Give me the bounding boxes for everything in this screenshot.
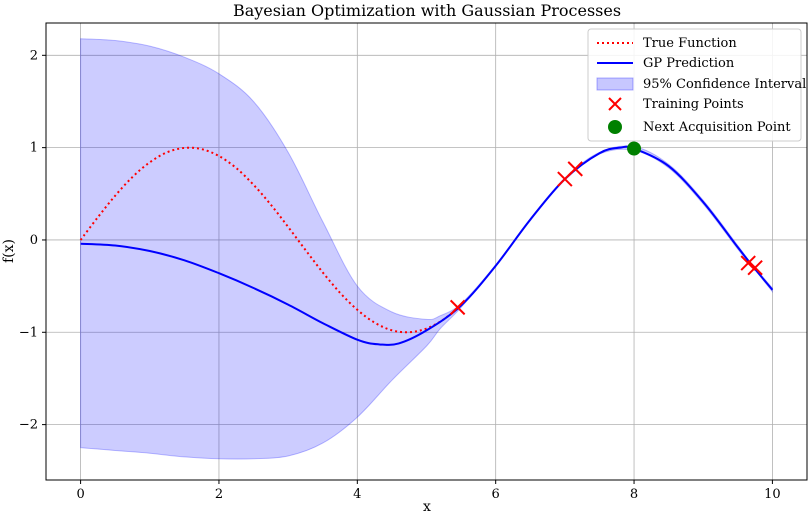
y-tick-label: 2: [30, 48, 38, 63]
x-tick-label: 2: [215, 487, 223, 502]
legend-true-function-label: True Function: [643, 36, 737, 51]
confidence-band: [80, 38, 773, 460]
x-tick-label: 6: [492, 487, 500, 502]
legend-gp-prediction-label: GP Prediction: [643, 56, 735, 71]
next-acquisition-point: [627, 141, 642, 156]
confidence-band-layer: [80, 38, 773, 460]
x-axis-label: x: [423, 499, 431, 515]
x-tick-label: 8: [630, 487, 638, 502]
x-tick-label: 4: [353, 487, 361, 502]
y-axis-label: f(x): [1, 239, 17, 263]
plot-area: [45, 22, 808, 481]
training-point: [567, 161, 583, 177]
legend-confidence-interval-label: 95% Confidence Interval: [643, 77, 806, 92]
legend-confidence-interval-swatch: [596, 77, 634, 91]
y-tick-label: 1: [30, 141, 38, 156]
training-point: [747, 259, 763, 276]
axis-ticks: 0 2 4 6 8 10 −2 −1 0 1 2: [19, 48, 781, 502]
legend-next-point-label: Next Acquisition Point: [643, 120, 791, 135]
x-tick-label: 0: [76, 487, 84, 502]
training-point: [449, 299, 466, 316]
legend: True Function GP Prediction 95% Confiden…: [587, 28, 806, 142]
series-lines-layer: [79, 145, 774, 346]
y-tick-label: −2: [19, 418, 38, 433]
points-layer: [449, 141, 763, 316]
legend-next-point-swatch: [608, 120, 622, 134]
y-tick-label: 0: [30, 233, 38, 248]
legend-training-points-swatch: [608, 97, 622, 111]
series-line: [79, 146, 462, 334]
legend-training-points-label: Training Points: [643, 97, 744, 112]
series-line: [80, 145, 774, 346]
legend-box: [587, 28, 802, 142]
x-tick-label: 10: [764, 487, 781, 502]
chart-title: Bayesian Optimization with Gaussian Proc…: [233, 1, 621, 20]
y-tick-label: −1: [19, 325, 38, 340]
training-point: [740, 255, 756, 271]
